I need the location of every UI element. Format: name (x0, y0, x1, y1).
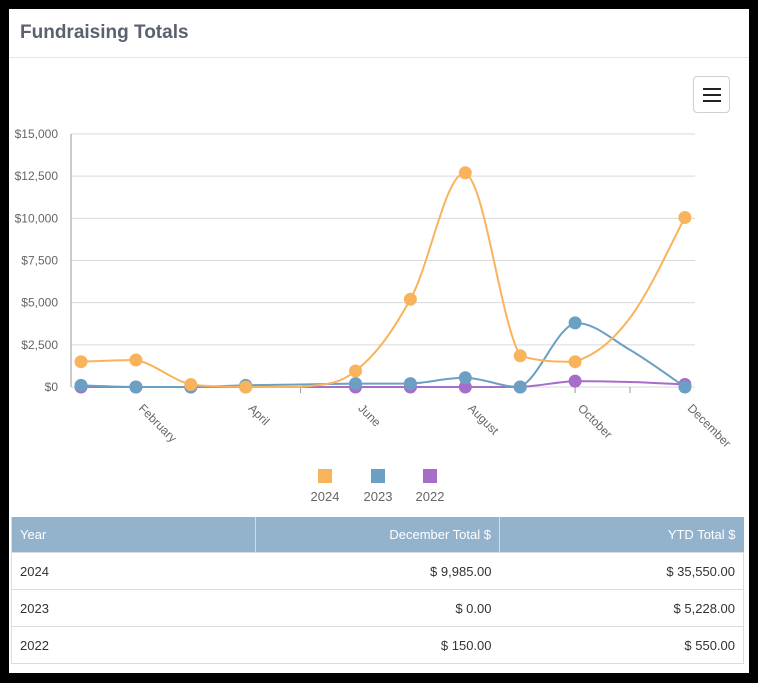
legend-label-2023: 2023 (364, 489, 393, 504)
legend-swatch-2024 (318, 469, 332, 483)
y-tick-label: $0 (45, 380, 59, 394)
hamburger-icon-bar (702, 93, 721, 96)
table-header-row: Year December Total $ YTD Total $ (11, 517, 744, 553)
data-point-2023 (74, 378, 88, 392)
fundraising-line-chart: $0 $2,500 $5,000 $7,500 $10,000 $12,500 $15,00… (15, 127, 734, 504)
data-point-2023 (678, 380, 692, 394)
legend-swatch-2023 (371, 469, 385, 483)
table-row: 2024 $ 9,985.00 $ 35,550.00 (11, 552, 744, 590)
hamburger-icon-bar (702, 99, 721, 102)
cell-year: 2022 (11, 626, 256, 664)
cell-december-total: $ 150.00 (255, 626, 500, 664)
x-tick-label: April (246, 401, 273, 428)
data-point-2024 (403, 292, 417, 306)
cell-december-total: $ 9,985.00 (255, 552, 500, 590)
cell-ytd-total: $ 35,550.00 (499, 552, 744, 590)
col-header-december-total[interactable]: December Total $ (255, 517, 500, 553)
data-point-2024 (513, 349, 527, 363)
x-tick-label: August (465, 401, 502, 438)
data-point-2024 (678, 210, 692, 224)
table-row: 2023 $ 0.00 $ 5,228.00 (11, 589, 744, 627)
data-point-2023 (458, 371, 472, 385)
data-point-2024 (568, 355, 582, 369)
table-row: 2022 $ 150.00 $ 550.00 (11, 626, 744, 664)
data-point-2023 (129, 380, 143, 394)
col-header-year[interactable]: Year (11, 517, 256, 553)
x-tick-label: June (355, 401, 384, 430)
hamburger-icon-bar (702, 87, 721, 90)
data-point-2024 (74, 355, 88, 369)
panel-title: Fundraising Totals (20, 22, 189, 43)
data-point-2024 (129, 353, 143, 367)
legend-swatch-2022 (423, 469, 437, 483)
data-point-2024 (184, 377, 198, 391)
y-tick-label: $5,000 (21, 296, 58, 310)
cell-ytd-total: $ 550.00 (499, 626, 744, 664)
x-tick-label: October (575, 401, 615, 441)
y-tick-label: $10,000 (15, 211, 59, 225)
x-tick-label: December (685, 401, 734, 450)
panel-header: Fundraising Totals (9, 9, 749, 58)
cell-december-total: $ 0.00 (255, 589, 500, 627)
data-point-2023 (349, 377, 362, 391)
cell-year: 2024 (11, 552, 256, 590)
cell-year: 2023 (11, 589, 256, 627)
totals-table: Year December Total $ YTD Total $ 2024 $… (11, 517, 744, 664)
data-point-2024 (349, 364, 362, 378)
y-tick-label: $2,500 (21, 338, 58, 352)
y-tick-label: $7,500 (21, 254, 58, 268)
legend-label-2024: 2024 (311, 489, 340, 504)
data-point-2023 (403, 377, 417, 391)
data-point-2024 (458, 166, 472, 180)
data-point-2024 (239, 380, 253, 394)
fundraising-panel: Fundraising Totals $0 $2,500 $5,000 $7,500 $… (9, 9, 749, 673)
y-tick-label: $12,500 (15, 169, 59, 183)
data-point-2023 (513, 380, 527, 394)
cell-ytd-total: $ 5,228.00 (499, 589, 744, 627)
data-point-2022 (458, 380, 472, 394)
legend-label-2022: 2022 (416, 489, 445, 504)
x-tick-label: February (136, 401, 180, 445)
col-header-ytd-total[interactable]: YTD Total $ (499, 517, 744, 553)
chart-menu-button[interactable] (693, 76, 730, 113)
data-point-2023 (568, 316, 582, 330)
data-point-2022 (568, 374, 582, 388)
y-tick-label: $15,000 (15, 127, 59, 141)
series-line-2024 (80, 171, 686, 388)
